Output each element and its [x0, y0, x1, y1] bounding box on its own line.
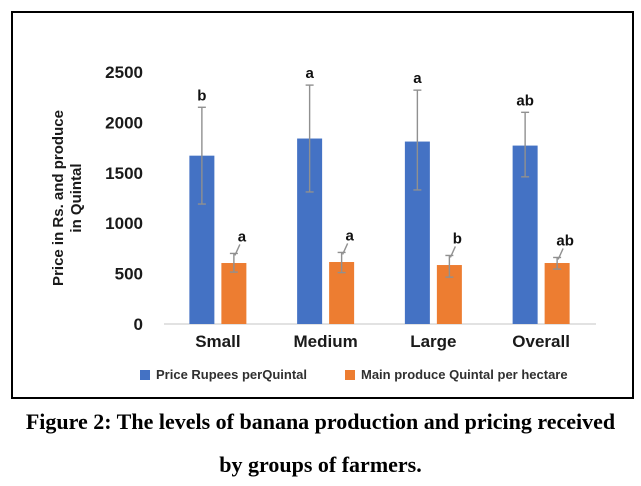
letter-leader-line — [341, 243, 349, 255]
legend-label-price: Price Rupees perQuintal — [156, 367, 307, 382]
x-category-label: Small — [195, 332, 240, 351]
legend-item-produce: Main produce Quintal per hectare — [345, 367, 568, 382]
bar-produce-small — [221, 263, 247, 324]
y-tick-label: 500 — [115, 265, 143, 284]
significance-letter: ab — [516, 92, 534, 109]
significance-letter: b — [197, 87, 206, 104]
bar-produce-overall — [544, 263, 570, 324]
legend-swatch-blue-icon — [140, 369, 150, 380]
significance-letter: a — [413, 70, 422, 87]
y-tick-label: 2500 — [105, 63, 143, 82]
figure-caption: Figure 2: The levels of banana productio… — [0, 400, 641, 486]
letter-leader-line — [234, 244, 241, 256]
legend-swatch-orange-icon — [345, 369, 355, 380]
significance-letter: a — [238, 228, 247, 245]
caption-line-2: by groups of farmers. — [219, 452, 422, 477]
y-tick-label: 1500 — [105, 164, 143, 183]
chart-frame: 0 500 1000 1500 2000 2500 Price in Rs. and pro… — [11, 11, 634, 399]
letter-leader-line — [449, 246, 457, 258]
significance-letter: b — [453, 230, 462, 247]
chart-legend: Price Rupees perQuintal Main produce Qui… — [140, 367, 568, 382]
bar-chart: 0 500 1000 1500 2000 2500 Price in Rs. and pro… — [50, 63, 596, 351]
legend-item-price: Price Rupees perQuintal — [140, 367, 307, 382]
y-axis-title-line2: in Quintal — [68, 163, 85, 232]
significance-letter: ab — [556, 232, 574, 249]
caption-line-1: Figure 2: The levels of banana productio… — [25, 409, 616, 434]
y-tick-label: 1000 — [105, 214, 143, 233]
x-category-label: Medium — [294, 332, 358, 351]
significance-letter: a — [305, 65, 314, 82]
y-axis-title-line1: Price in Rs. and produce — [50, 110, 67, 286]
y-tick-label: 2000 — [105, 113, 143, 132]
x-category-label: Large — [410, 332, 456, 351]
y-tick-label: 0 — [134, 315, 143, 334]
x-category-label: Overall — [512, 332, 570, 351]
letter-leader-line — [557, 248, 564, 260]
significance-letter: a — [345, 227, 354, 244]
legend-label-produce: Main produce Quintal per hectare — [361, 367, 568, 382]
